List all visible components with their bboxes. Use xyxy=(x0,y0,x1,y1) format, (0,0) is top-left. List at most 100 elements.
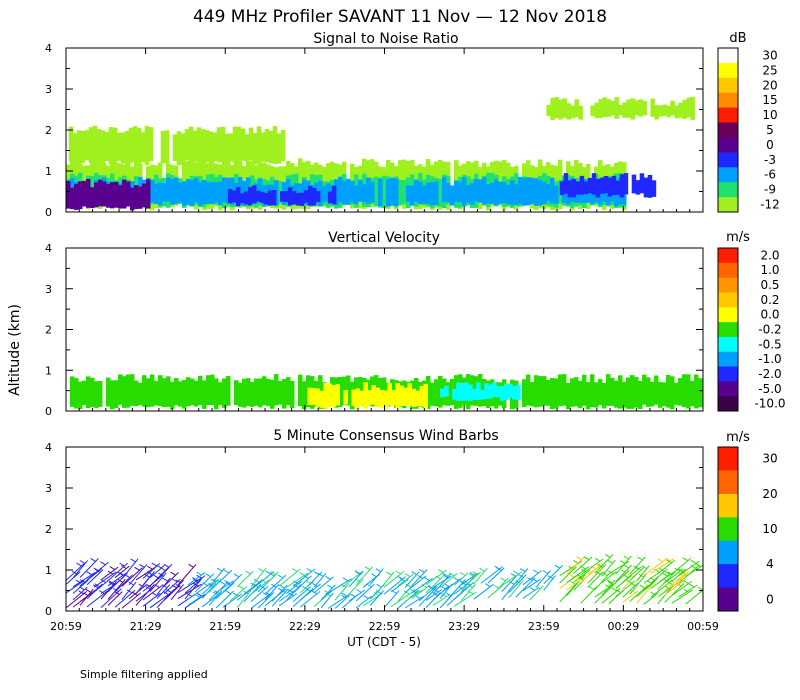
y-axis-label: Altitude (km) xyxy=(7,304,23,396)
colorbar-swatch xyxy=(718,62,738,79)
heatmap-cell xyxy=(70,187,75,210)
heatmap-cell xyxy=(346,178,351,205)
heatmap-cell xyxy=(587,177,593,194)
heatmap-cell xyxy=(268,130,274,164)
heatmap-cell xyxy=(302,381,307,410)
colorbar-label: -6 xyxy=(764,168,776,182)
wind-barb xyxy=(601,588,621,604)
heatmap-cell xyxy=(94,381,99,408)
heatmap-cell xyxy=(492,382,497,397)
heatmap-cell xyxy=(102,181,107,207)
wind-barb xyxy=(215,580,234,594)
wind-barb-feather xyxy=(219,581,226,586)
heatmap-cell xyxy=(98,380,103,407)
wind-barb-feather xyxy=(576,575,582,580)
colorbar-swatch xyxy=(718,277,738,293)
wind-barb-feather xyxy=(659,567,665,572)
panel-title-wind-barbs: 5 Minute Consensus Wind Barbs xyxy=(273,428,498,444)
wind-barb-feather xyxy=(126,589,133,594)
heatmap-cell xyxy=(638,381,643,409)
heatmap-cell xyxy=(346,375,351,406)
wind-barb xyxy=(142,571,155,586)
wind-barb xyxy=(559,566,577,584)
wind-barb-feather xyxy=(299,571,305,576)
heatmap-cell xyxy=(375,387,380,408)
heatmap-cell xyxy=(526,374,531,406)
wind-barb xyxy=(580,558,604,576)
heatmap-cell xyxy=(686,374,691,409)
heatmap-cell xyxy=(618,375,623,409)
wind-barb xyxy=(580,586,598,604)
heatmap-cell xyxy=(526,177,531,206)
heatmap-cell xyxy=(295,193,301,206)
heatmap-cell xyxy=(586,382,591,410)
heatmap-cell xyxy=(578,380,583,409)
heatmap-cell xyxy=(206,375,211,405)
wind-barb-feather xyxy=(318,572,324,577)
wind-barb-feather xyxy=(404,573,411,578)
heatmap-cell xyxy=(72,133,78,163)
wind-barb xyxy=(86,561,109,581)
wind-barb-feather xyxy=(225,590,231,595)
wind-barb-feather xyxy=(666,559,672,564)
heatmap-cell xyxy=(319,390,324,408)
heatmap-cell xyxy=(128,127,134,163)
wind-barb-feather xyxy=(630,589,636,594)
heatmap-cell xyxy=(282,378,287,409)
heatmap-cell xyxy=(254,378,259,406)
heatmap-cell xyxy=(279,191,285,202)
wind-barb xyxy=(473,567,488,585)
heatmap-cell xyxy=(98,179,103,207)
heatmap-cell xyxy=(394,178,399,206)
heatmap-cell xyxy=(218,181,223,206)
heatmap-cell xyxy=(291,191,297,205)
wind-barb-feather xyxy=(662,572,668,577)
wind-barb-feather xyxy=(210,578,217,583)
heatmap-cell xyxy=(138,186,143,209)
y-tick-label: 4 xyxy=(45,242,52,255)
wind-barb xyxy=(187,582,212,600)
heatmap-cell xyxy=(132,126,138,162)
wind-barb-feather xyxy=(535,585,541,590)
wind-barb-feather xyxy=(151,592,158,597)
heatmap-cell xyxy=(654,104,659,120)
wind-barb xyxy=(100,582,118,595)
colorbar-label: -3 xyxy=(764,153,776,167)
heatmap-cell xyxy=(84,130,90,161)
wind-barb-feather xyxy=(233,592,239,597)
wind-barb xyxy=(121,558,139,580)
x-tick-label: 23:29 xyxy=(448,620,480,633)
heatmap-cell xyxy=(114,181,119,208)
wind-barb-feather xyxy=(100,561,106,566)
heatmap-cell xyxy=(242,378,247,408)
heatmap-cell xyxy=(654,375,659,405)
heatmap-cell xyxy=(434,181,439,206)
colorbar-label: -9 xyxy=(764,183,776,197)
wind-barb-feather xyxy=(375,568,382,573)
wind-barb-feather xyxy=(341,594,347,599)
heatmap-cell xyxy=(271,190,277,206)
heatmap-cell xyxy=(263,193,269,205)
heatmap-cell xyxy=(235,187,241,207)
wind-barb xyxy=(135,584,155,606)
wind-barb-feather xyxy=(581,568,587,573)
wind-barb xyxy=(229,586,248,602)
heatmap-cell xyxy=(426,182,431,204)
wind-barb xyxy=(671,580,692,597)
heatmap-cell xyxy=(110,182,115,209)
wind-barb xyxy=(615,564,632,582)
wind-barb-feather xyxy=(134,566,140,571)
wind-barb-feather xyxy=(697,586,703,591)
wind-barb xyxy=(135,566,156,581)
wind-barb xyxy=(177,563,197,586)
heatmap-cell xyxy=(134,185,139,209)
heatmap-cell xyxy=(218,382,223,406)
heatmap-cell xyxy=(170,381,175,410)
colorbar-label: 30 xyxy=(762,452,777,466)
heatmap-cell xyxy=(68,126,74,162)
wind-barb-feather xyxy=(186,593,193,597)
wind-barb-feather xyxy=(277,574,284,579)
colorbar-label: 0.2 xyxy=(760,293,779,307)
wind-barb-feather xyxy=(496,567,502,572)
wind-barb-feather xyxy=(233,573,240,578)
